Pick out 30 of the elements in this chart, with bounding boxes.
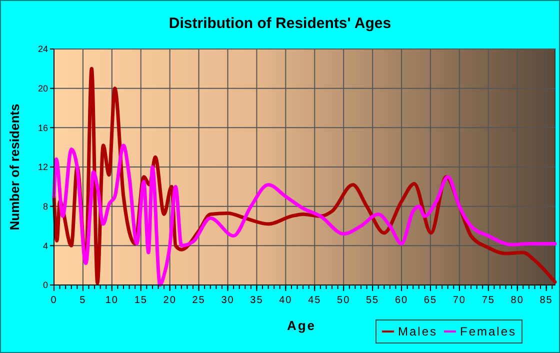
- x-tick-label: 20: [163, 295, 176, 306]
- x-tick-label: 10: [105, 295, 118, 306]
- y-tick-label: 20: [38, 83, 48, 94]
- y-axis-title: Number of residents: [7, 104, 22, 230]
- y-tick-label: 4: [42, 240, 48, 251]
- x-tick-label: 50: [337, 295, 350, 306]
- x-tick-label: 70: [452, 295, 466, 306]
- y-tick-label: 12: [38, 162, 48, 172]
- x-tick-label: 0: [50, 295, 58, 306]
- x-tick-label: 25: [192, 295, 206, 306]
- legend-label: Males: [398, 324, 438, 339]
- y-tick-label: 24: [38, 44, 48, 54]
- x-tick-label: 75: [482, 295, 495, 306]
- y-tick-label: 8: [42, 201, 48, 212]
- x-tick-label: 35: [250, 295, 264, 306]
- x-tick-label: 60: [394, 295, 408, 306]
- x-tick-label: 30: [221, 295, 234, 306]
- x-tick-label: 15: [134, 295, 148, 306]
- x-tick-label: 80: [510, 295, 524, 306]
- x-tick-label: 5: [80, 295, 86, 306]
- chart-title: Distribution of Residents' Ages: [168, 15, 392, 32]
- legend-label: Females: [460, 324, 517, 339]
- x-axis-title: Age: [286, 318, 316, 333]
- x-tick-label: 45: [308, 295, 322, 306]
- y-tick-label: 16: [38, 122, 48, 133]
- x-tick-label: 40: [279, 295, 292, 306]
- x-tick-label: 65: [424, 295, 438, 306]
- x-tick-label: 55: [366, 295, 380, 306]
- x-tick-label: 85: [540, 295, 553, 306]
- y-tick-label: 0: [42, 280, 48, 290]
